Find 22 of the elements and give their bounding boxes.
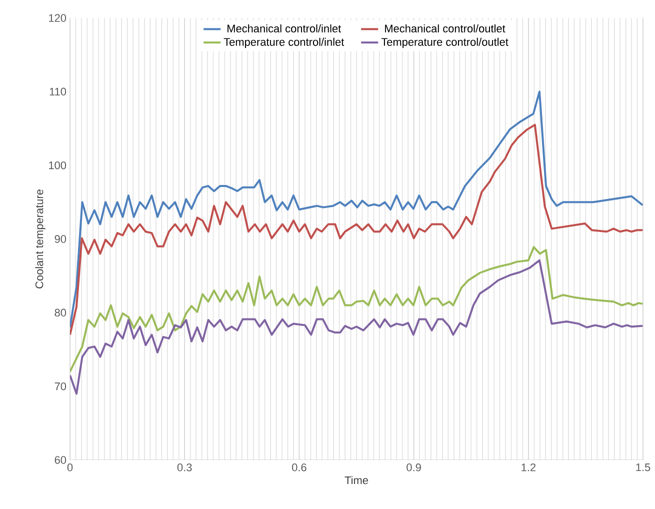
- legend-label: Temperature control/outlet: [381, 38, 508, 48]
- line-series: [70, 246, 644, 373]
- y-axis-title: Coolant temperature: [35, 190, 46, 288]
- legend-label: Mechanical control/outlet: [385, 24, 506, 32]
- x-tick-label: 0.9: [406, 464, 421, 472]
- x-tick-label: 0: [67, 464, 73, 472]
- y-tick-label: 60: [54, 456, 66, 464]
- y-tick-label: 80: [54, 308, 66, 317]
- y-tick-label: 120: [49, 14, 66, 22]
- x-tick-label: 1.2: [522, 464, 536, 472]
- x-tick-label: 0.3: [177, 464, 192, 472]
- x-axis-title: Time: [344, 476, 368, 484]
- legend-label: Temperature control/inlet: [224, 38, 344, 48]
- y-tick-label: 70: [54, 382, 66, 390]
- line-series: [70, 124, 644, 336]
- x-tick-label: 0.6: [292, 464, 306, 472]
- y-tick-label: 110: [50, 88, 66, 96]
- legend-label: Mechanical control/inlet: [228, 24, 342, 32]
- y-tick-label: 100: [49, 161, 66, 170]
- y-tick-label: 90: [54, 235, 66, 243]
- x-tick-label: 1.5: [636, 464, 650, 472]
- line-series: [70, 259, 644, 395]
